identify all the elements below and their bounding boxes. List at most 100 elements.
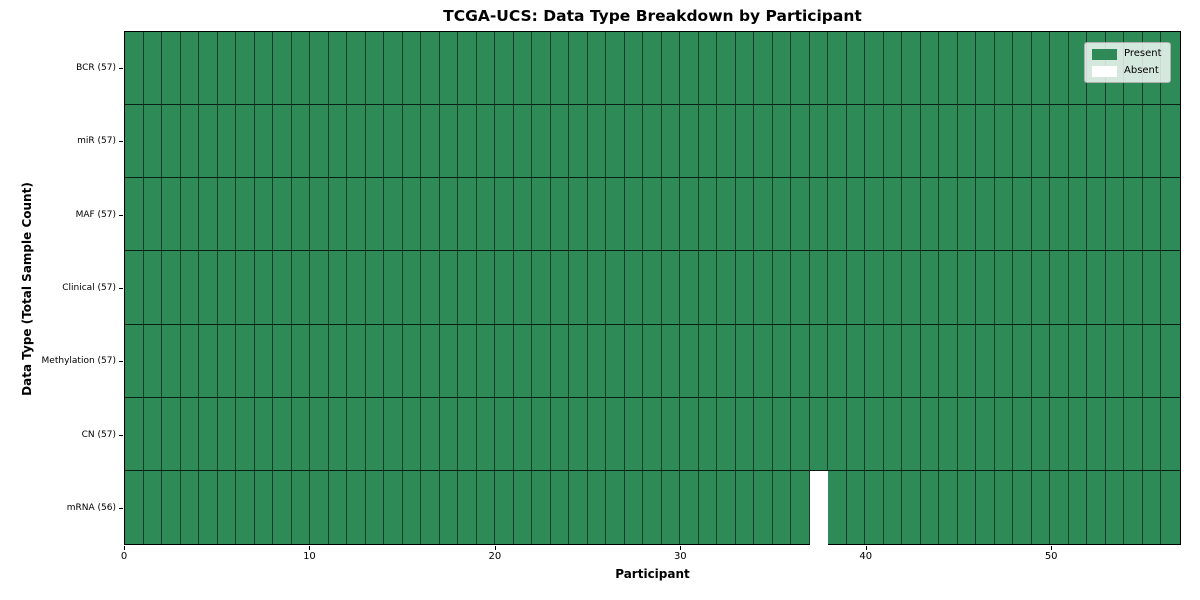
x-tick-mark <box>865 546 867 550</box>
heatmap-cell <box>347 32 366 106</box>
heatmap-cell <box>236 470 255 544</box>
x-tick-mark <box>124 546 125 550</box>
heatmap-cell <box>1013 397 1032 471</box>
heatmap-cell <box>883 32 903 106</box>
heatmap-cell <box>328 397 348 471</box>
heatmap-cell <box>569 470 588 544</box>
heatmap-cell <box>754 178 773 252</box>
heatmap-cell <box>661 178 681 252</box>
heatmap-cell <box>421 324 440 398</box>
heatmap-cell <box>384 32 403 106</box>
heatmap-cell <box>1031 32 1051 106</box>
heatmap-cell <box>976 397 995 471</box>
heatmap-cell <box>476 251 496 325</box>
heatmap-cell <box>846 324 866 398</box>
heatmap-cell <box>1031 251 1051 325</box>
heatmap-cell <box>328 32 348 106</box>
heatmap-cell <box>476 178 496 252</box>
heatmap-cell <box>513 178 533 252</box>
heatmap-cell <box>939 178 958 252</box>
heatmap-cell <box>920 251 940 325</box>
x-tick-label: 20 <box>488 551 502 562</box>
heatmap-cell <box>698 324 718 398</box>
heatmap-cell <box>680 32 699 106</box>
heatmap-cell <box>939 397 958 471</box>
heatmap-cell <box>772 470 792 544</box>
heatmap-cell <box>643 324 662 398</box>
heatmap-cell <box>236 32 255 106</box>
heatmap-cell <box>735 397 755 471</box>
heatmap-cell <box>1031 178 1051 252</box>
heatmap-cell <box>828 32 847 106</box>
heatmap-cell <box>125 324 144 398</box>
heatmap-cell <box>976 324 995 398</box>
heatmap-cell <box>476 32 496 106</box>
heatmap-cell <box>902 470 921 544</box>
heatmap-cell <box>495 324 514 398</box>
heatmap-cell <box>1031 397 1051 471</box>
heatmap-cell <box>902 32 921 106</box>
heatmap-cell <box>162 105 181 179</box>
heatmap-cell <box>328 470 348 544</box>
heatmap-cell <box>458 105 477 179</box>
heatmap-cell <box>125 32 144 106</box>
heatmap-cell <box>347 324 366 398</box>
heatmap-cell <box>273 324 292 398</box>
heatmap-cell <box>532 178 551 252</box>
heatmap-cell <box>217 470 237 544</box>
heatmap-cell <box>1161 397 1180 471</box>
heatmap-cell <box>920 324 940 398</box>
heatmap-cell <box>976 32 995 106</box>
heatmap-cell <box>1124 178 1143 252</box>
x-axis-label: Participant <box>615 567 690 581</box>
heatmap-cell <box>809 251 829 325</box>
heatmap-cell <box>680 251 699 325</box>
heatmap-cell <box>254 251 274 325</box>
heatmap-cell <box>624 470 644 544</box>
heatmap-cell <box>902 105 921 179</box>
heatmap-cell <box>254 178 274 252</box>
heatmap-cell <box>458 397 477 471</box>
heatmap-cell <box>384 105 403 179</box>
heatmap-cell <box>865 324 884 398</box>
heatmap-cell <box>939 32 958 106</box>
heatmap-cell <box>291 32 311 106</box>
heatmap-cell <box>199 251 218 325</box>
heatmap-cell <box>1105 397 1125 471</box>
heatmap-cell <box>291 178 311 252</box>
heatmap-cell <box>735 251 755 325</box>
heatmap-cell <box>957 324 977 398</box>
heatmap-cell <box>328 105 348 179</box>
heatmap-cell <box>994 105 1014 179</box>
heatmap-cell <box>624 324 644 398</box>
heatmap-cell <box>939 105 958 179</box>
x-tick-label: 0 <box>120 551 128 562</box>
heatmap-cell <box>1161 178 1180 252</box>
heatmap-cell <box>772 251 792 325</box>
heatmap-cell <box>846 397 866 471</box>
heatmap-cell <box>1013 105 1032 179</box>
heatmap-cell <box>1050 324 1069 398</box>
heatmap-cell <box>199 324 218 398</box>
heatmap-cell <box>735 105 755 179</box>
heatmap-cell <box>1087 251 1106 325</box>
heatmap-cell <box>735 470 755 544</box>
heatmap-cell <box>273 178 292 252</box>
heatmap-cell <box>458 251 477 325</box>
heatmap-cell <box>310 397 329 471</box>
heatmap-cell <box>180 105 200 179</box>
heatmap-cell <box>643 251 662 325</box>
x-tick-label: 10 <box>303 551 316 562</box>
heatmap-cell <box>291 105 311 179</box>
heatmap-cell <box>236 324 255 398</box>
heatmap-cell <box>143 470 163 544</box>
y-tick-mark <box>119 434 123 436</box>
heatmap-cell <box>162 32 181 106</box>
heatmap-cell <box>680 178 699 252</box>
heatmap-cell <box>199 397 218 471</box>
heatmap-cell <box>347 397 366 471</box>
heatmap-cell <box>1068 178 1088 252</box>
heatmap-cell <box>125 397 144 471</box>
heatmap-cell <box>143 178 163 252</box>
legend-item-absent: Absent <box>1092 65 1162 77</box>
